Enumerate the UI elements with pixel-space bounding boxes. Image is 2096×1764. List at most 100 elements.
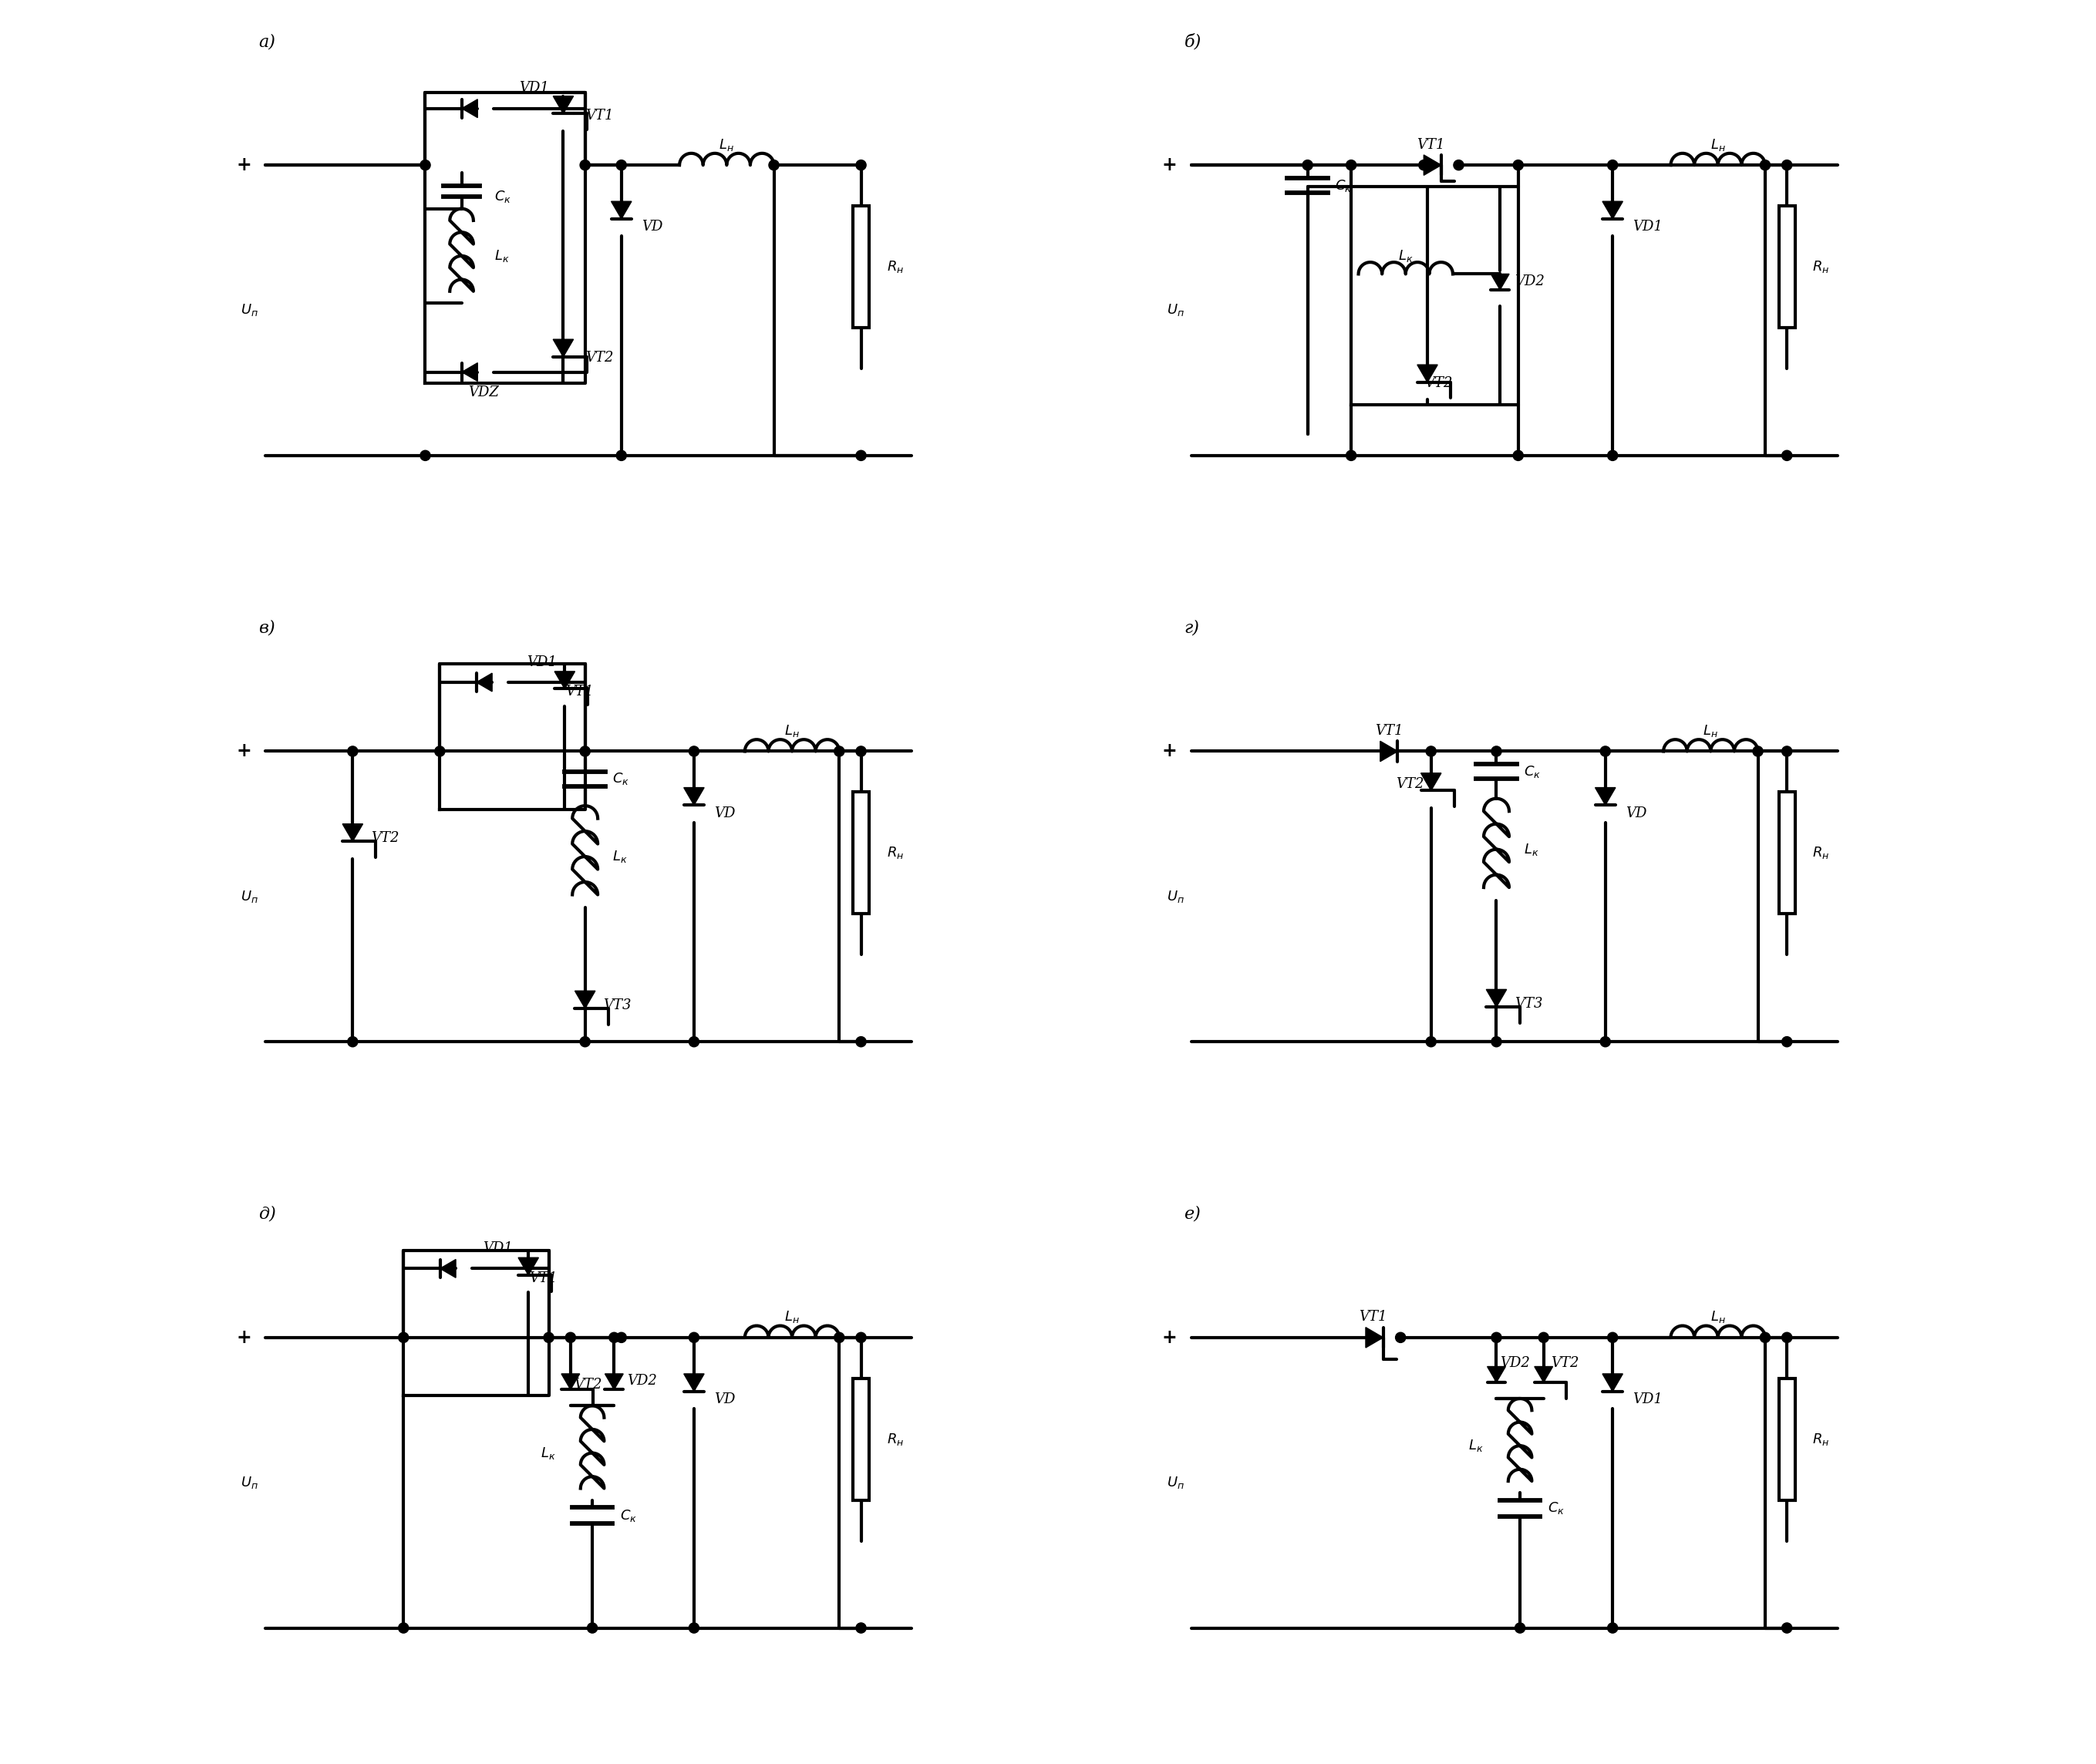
Text: VT2: VT2 <box>1551 1357 1578 1371</box>
Circle shape <box>855 450 866 460</box>
Text: $L_к$: $L_к$ <box>1524 841 1538 857</box>
Circle shape <box>690 746 700 757</box>
Circle shape <box>610 1332 618 1342</box>
Circle shape <box>581 746 591 757</box>
Text: $L_н$: $L_н$ <box>1704 723 1719 739</box>
Polygon shape <box>562 1374 581 1390</box>
Polygon shape <box>1490 273 1509 289</box>
Text: VD2: VD2 <box>1501 1357 1530 1371</box>
Circle shape <box>1425 746 1436 757</box>
Polygon shape <box>1367 1327 1383 1348</box>
Text: VT2: VT2 <box>371 831 398 845</box>
Polygon shape <box>1417 365 1438 383</box>
Polygon shape <box>555 672 574 690</box>
Bar <box>853 792 870 914</box>
Polygon shape <box>440 1259 455 1277</box>
Circle shape <box>434 746 444 757</box>
Text: $L_н$: $L_н$ <box>784 1309 801 1325</box>
Polygon shape <box>1423 155 1442 175</box>
Circle shape <box>1492 746 1501 757</box>
Bar <box>1780 792 1794 914</box>
Circle shape <box>616 1332 627 1342</box>
Text: $R_н$: $R_н$ <box>887 845 903 861</box>
Bar <box>853 1378 870 1499</box>
Text: +: + <box>1161 1328 1178 1346</box>
Circle shape <box>566 1332 576 1342</box>
Text: $R_н$: $R_н$ <box>887 1431 903 1446</box>
Circle shape <box>1513 161 1524 169</box>
Polygon shape <box>606 1374 623 1390</box>
Circle shape <box>1782 1623 1792 1633</box>
Circle shape <box>855 1623 866 1633</box>
Text: а): а) <box>258 34 275 49</box>
Circle shape <box>855 161 866 169</box>
Text: VT2: VT2 <box>1425 376 1453 390</box>
Text: $L_к$: $L_к$ <box>1398 249 1413 263</box>
Text: $R_н$: $R_н$ <box>1813 259 1830 275</box>
Circle shape <box>1513 450 1524 460</box>
Text: VD1: VD1 <box>520 81 549 95</box>
Circle shape <box>1419 161 1429 169</box>
Polygon shape <box>1488 1367 1505 1383</box>
Circle shape <box>398 1623 409 1633</box>
Text: $C_к$: $C_к$ <box>612 771 629 787</box>
Text: $L_н$: $L_н$ <box>719 138 734 152</box>
Text: б): б) <box>1184 34 1201 49</box>
Text: VD: VD <box>715 1392 736 1406</box>
Polygon shape <box>574 991 595 1009</box>
Circle shape <box>1346 450 1356 460</box>
Circle shape <box>1492 1037 1501 1046</box>
Text: +: + <box>1161 155 1178 175</box>
Text: VD1: VD1 <box>526 654 555 669</box>
Text: VD1: VD1 <box>1633 1392 1662 1406</box>
Circle shape <box>1782 746 1792 757</box>
Circle shape <box>1761 161 1771 169</box>
Circle shape <box>1302 161 1312 169</box>
Text: VD: VD <box>715 806 736 820</box>
Circle shape <box>855 1332 866 1342</box>
Text: $C_к$: $C_к$ <box>1524 764 1541 780</box>
Circle shape <box>1396 1332 1406 1342</box>
Text: $U_п$: $U_п$ <box>241 303 258 318</box>
Circle shape <box>834 746 845 757</box>
Polygon shape <box>683 787 704 804</box>
Text: в): в) <box>258 619 275 637</box>
Text: VT3: VT3 <box>604 998 631 1013</box>
Circle shape <box>855 746 866 757</box>
Text: $L_к$: $L_к$ <box>495 249 509 263</box>
Circle shape <box>1538 1332 1549 1342</box>
Polygon shape <box>553 95 574 113</box>
Text: VD1: VD1 <box>482 1242 514 1256</box>
Text: $L_н$: $L_н$ <box>1710 1309 1725 1325</box>
Circle shape <box>616 450 627 460</box>
Text: $R_н$: $R_н$ <box>1813 845 1830 861</box>
Text: $C_к$: $C_к$ <box>1335 178 1352 192</box>
Text: $L_н$: $L_н$ <box>1710 138 1725 152</box>
Circle shape <box>1782 450 1792 460</box>
Circle shape <box>1425 1037 1436 1046</box>
Text: $L_к$: $L_к$ <box>541 1445 555 1461</box>
Circle shape <box>581 161 591 169</box>
Circle shape <box>769 161 780 169</box>
Text: $C_к$: $C_к$ <box>495 189 511 205</box>
Text: VT2: VT2 <box>1396 776 1423 790</box>
Bar <box>853 206 870 328</box>
Polygon shape <box>1603 201 1622 219</box>
Circle shape <box>616 161 627 169</box>
Text: VT1: VT1 <box>1417 138 1444 152</box>
Text: VT1: VT1 <box>566 684 593 699</box>
Bar <box>1780 206 1794 328</box>
Text: +: + <box>237 155 252 175</box>
Polygon shape <box>476 674 493 691</box>
Polygon shape <box>342 824 363 841</box>
Circle shape <box>1599 1037 1610 1046</box>
Text: $U_п$: $U_п$ <box>241 889 258 905</box>
Polygon shape <box>1603 1374 1622 1392</box>
Polygon shape <box>461 363 478 381</box>
Polygon shape <box>1421 773 1442 790</box>
Polygon shape <box>1534 1367 1553 1383</box>
Circle shape <box>581 1037 591 1046</box>
Text: $U_п$: $U_п$ <box>1167 1475 1184 1491</box>
Text: $L_к$: $L_к$ <box>1469 1438 1484 1454</box>
Circle shape <box>690 1332 700 1342</box>
